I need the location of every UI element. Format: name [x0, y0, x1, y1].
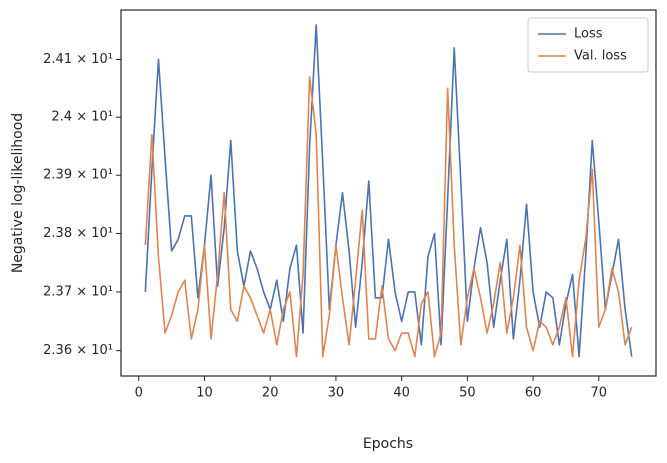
x-tick-label: 40	[393, 386, 410, 401]
x-axis-title: Epochs	[363, 436, 413, 452]
y-tick-label: 2.36 × 10¹	[43, 343, 113, 358]
legend-box	[527, 17, 649, 73]
plot-frame	[120, 9, 657, 377]
x-tick-label: 70	[591, 386, 608, 401]
y-tick-label: 2.4 × 10¹	[51, 110, 113, 125]
legend-label: Val. loss	[574, 49, 627, 64]
x-tick-label: 60	[525, 386, 542, 401]
y-axis-title: Negative log-likelihood	[10, 113, 26, 273]
x-tick-label: 10	[196, 386, 213, 401]
legend-label: Loss	[574, 27, 603, 42]
x-tick-label: 0	[135, 386, 143, 401]
x-tick-label: 30	[328, 386, 345, 401]
x-tick-label: 50	[459, 386, 476, 401]
line-series	[144, 75, 633, 358]
y-tick-label: 2.39 × 10¹	[43, 168, 113, 183]
line-series	[144, 24, 633, 358]
y-tick-label: 2.38 × 10¹	[43, 226, 113, 241]
y-tick-label: 2.37 × 10¹	[43, 284, 113, 299]
x-tick-label: 20	[262, 386, 279, 401]
y-tick-label: 2.41 × 10¹	[43, 52, 113, 67]
